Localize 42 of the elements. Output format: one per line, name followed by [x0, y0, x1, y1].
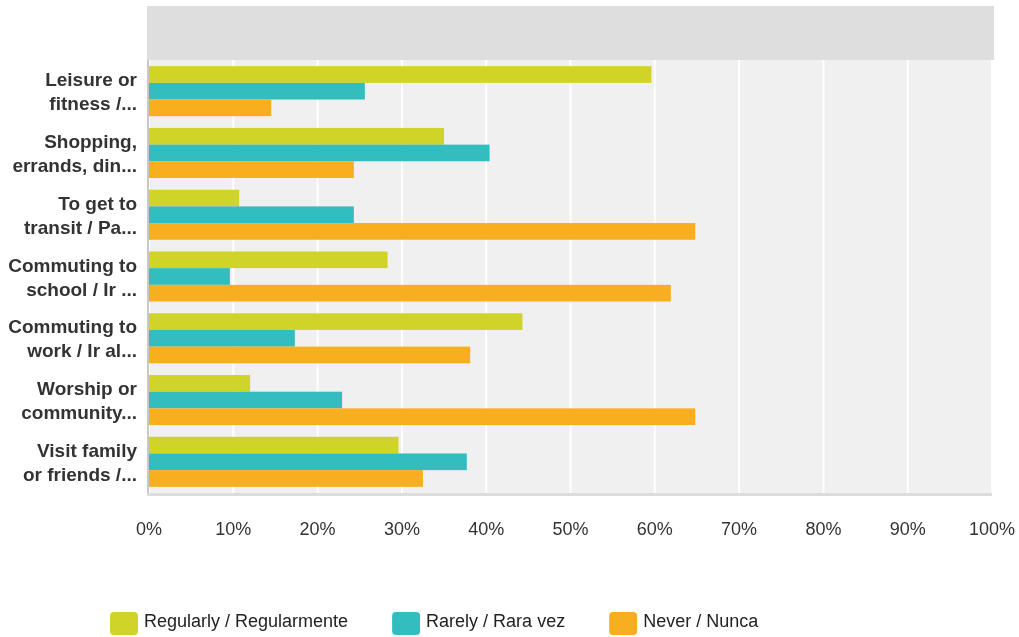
bar: [149, 346, 471, 364]
x-tick-label: 70%: [721, 519, 758, 539]
x-tick-label: 10%: [215, 519, 252, 539]
bar: [149, 251, 388, 269]
bar: [149, 284, 671, 302]
x-tick-label: 0%: [135, 519, 163, 539]
bar: [149, 453, 467, 471]
x-tick-label: 40%: [468, 519, 505, 539]
x-tick-label: 50%: [552, 519, 589, 539]
bar: [149, 408, 696, 426]
y-tick-label: Visit family or friends /...: [22, 439, 138, 485]
bar: [149, 268, 230, 285]
x-tick-label: 30%: [383, 519, 420, 539]
bar: [149, 66, 652, 83]
bar: [149, 144, 490, 162]
y-tick-label: To get to transit / Pa...: [24, 192, 137, 238]
y-tick-label: Commuting to work / Ir al...: [8, 316, 137, 362]
bar: [149, 127, 445, 145]
bar: [149, 161, 354, 178]
bar: [149, 223, 696, 240]
bar: [149, 375, 251, 392]
x-tick-label: 90%: [889, 519, 926, 539]
x-tick-label: 60%: [636, 519, 673, 539]
bar: [149, 436, 399, 454]
bar: [149, 470, 423, 487]
bar: [149, 329, 295, 347]
y-tick-label: Worship or community...: [21, 378, 138, 424]
legend-label: Rarely / Rara vez: [426, 611, 566, 631]
y-tick-label: Leisure or fitness /...: [45, 69, 138, 115]
legend-label: Regularly / Regularmente: [144, 611, 349, 631]
y-tick-label: Shopping, errands, din...: [12, 130, 137, 176]
legend-label: Never / Nunca: [643, 611, 760, 631]
bar: [149, 82, 365, 100]
x-tick-label: 20%: [299, 519, 336, 539]
bar: [149, 391, 343, 409]
bar: [149, 206, 354, 224]
y-tick-label: Commuting to school / Ir ...: [8, 254, 137, 300]
bar: [149, 99, 272, 117]
bar: [149, 313, 523, 330]
x-tick-label: 100%: [968, 519, 1016, 539]
x-tick-label: 80%: [805, 519, 842, 539]
bar: [149, 189, 240, 207]
